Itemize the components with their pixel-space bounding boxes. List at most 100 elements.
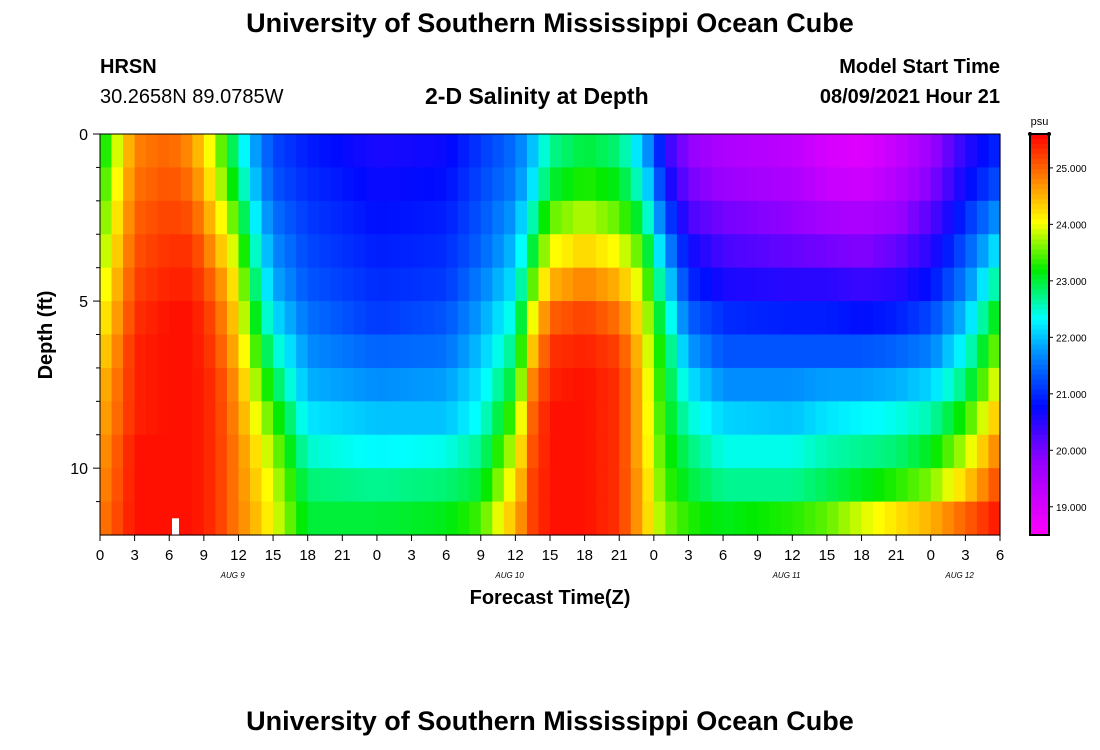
heatmap-cell xyxy=(723,501,736,536)
heatmap-cell xyxy=(861,334,874,369)
colorbar-segment xyxy=(1030,399,1049,406)
heatmap-cell xyxy=(330,234,343,269)
heatmap-cell xyxy=(180,434,193,469)
heatmap-cell xyxy=(215,434,228,469)
heatmap-cell xyxy=(780,234,793,269)
heatmap-cell xyxy=(307,267,320,302)
heatmap-cell xyxy=(123,301,136,336)
heatmap-cell xyxy=(850,167,863,202)
heatmap-cell xyxy=(942,234,955,269)
heatmap-cell xyxy=(100,200,113,235)
heatmap-cell xyxy=(330,367,343,402)
x-tick-label: 15 xyxy=(542,547,559,564)
heatmap-cell xyxy=(226,134,240,169)
x-tick-label: 6 xyxy=(165,547,173,564)
heatmap-cell xyxy=(757,134,770,169)
heatmap-cell xyxy=(757,167,770,202)
heatmap-cell xyxy=(700,200,713,235)
heatmap-cell xyxy=(307,167,320,202)
heatmap-cell xyxy=(457,434,470,469)
colorbar-cap xyxy=(1028,132,1032,136)
heatmap-cell xyxy=(573,234,586,269)
heatmap-cell xyxy=(169,134,182,169)
heatmap-cell xyxy=(111,234,124,269)
heatmap-cell xyxy=(457,234,470,269)
heatmap-cell xyxy=(157,434,170,469)
heatmap-cell xyxy=(503,134,516,169)
colorbar-segment xyxy=(1030,414,1049,421)
heatmap-cell xyxy=(734,167,747,202)
heatmap-cell xyxy=(446,134,459,169)
heatmap-cell xyxy=(307,401,320,436)
heatmap-cell xyxy=(861,468,874,503)
heatmap-cell xyxy=(596,234,609,269)
heatmap-cell xyxy=(469,167,482,202)
colorbar-segment xyxy=(1030,179,1049,185)
heatmap-cell xyxy=(250,167,263,202)
heatmap-cell xyxy=(469,434,482,469)
heatmap-cell xyxy=(400,468,413,503)
heatmap-cell xyxy=(769,200,782,235)
heatmap-cell xyxy=(642,501,655,536)
heatmap-cell xyxy=(838,367,851,402)
heatmap-cell xyxy=(273,501,286,536)
colorbar-cap xyxy=(1047,132,1051,136)
heatmap-cell xyxy=(134,134,147,169)
colorbar-segment xyxy=(1030,139,1049,145)
heatmap-cell xyxy=(561,301,574,336)
heatmap-cell xyxy=(111,134,124,169)
heatmap-cell xyxy=(896,367,909,402)
heatmap-cell xyxy=(365,401,378,436)
heatmap-cell xyxy=(826,468,840,503)
heatmap-cell xyxy=(250,234,263,269)
colorbar-segment xyxy=(1030,484,1049,491)
heatmap-cell xyxy=(676,468,690,503)
heatmap-cell xyxy=(965,434,978,469)
heatmap-cell xyxy=(942,334,955,369)
heatmap-cell xyxy=(630,468,643,503)
heatmap-cell xyxy=(146,468,159,503)
heatmap-cell xyxy=(538,434,551,469)
heatmap-cell xyxy=(665,134,678,169)
heatmap-cell xyxy=(376,301,390,336)
heatmap-cell xyxy=(261,234,274,269)
heatmap-cell xyxy=(642,200,655,235)
heatmap-cell xyxy=(134,334,147,369)
heatmap-cell xyxy=(676,434,690,469)
heatmap-cell xyxy=(192,401,205,436)
heatmap-cell xyxy=(342,134,355,169)
heatmap-cell xyxy=(180,301,193,336)
heatmap-cell xyxy=(411,200,424,235)
heatmap-cell xyxy=(273,167,286,202)
heatmap-cell xyxy=(676,367,690,402)
heatmap-cell xyxy=(815,401,828,436)
heatmap-cell xyxy=(515,167,528,202)
heatmap-cell xyxy=(653,134,666,169)
heatmap-cell xyxy=(157,234,170,269)
heatmap-cell xyxy=(907,267,920,302)
heatmap-cell xyxy=(273,367,286,402)
heatmap-cell xyxy=(988,367,1001,402)
heatmap-cell xyxy=(238,468,251,503)
heatmap-cell xyxy=(584,367,597,402)
x-tick-label: 18 xyxy=(299,547,316,564)
heatmap-cell xyxy=(296,234,309,269)
heatmap-cell xyxy=(273,301,286,336)
date-label: AUG 11 xyxy=(772,571,801,580)
colorbar-segment xyxy=(1030,424,1049,431)
heatmap-cell xyxy=(873,334,886,369)
colorbar-segment xyxy=(1030,334,1049,341)
heatmap-cell xyxy=(930,468,943,503)
heatmap-cell xyxy=(826,501,840,536)
heatmap-cell xyxy=(457,267,470,302)
heatmap-cell xyxy=(619,367,632,402)
heatmap-cell xyxy=(642,401,655,436)
heatmap-cell xyxy=(700,367,713,402)
heatmap-cell xyxy=(446,267,459,302)
chart-title: University of Southern Mississippi Ocean… xyxy=(246,8,854,38)
heatmap-cell xyxy=(446,301,459,336)
heatmap-cell xyxy=(353,334,366,369)
heatmap-cell xyxy=(653,301,666,336)
heatmap-cell xyxy=(307,301,320,336)
heatmap-cell xyxy=(826,267,840,302)
